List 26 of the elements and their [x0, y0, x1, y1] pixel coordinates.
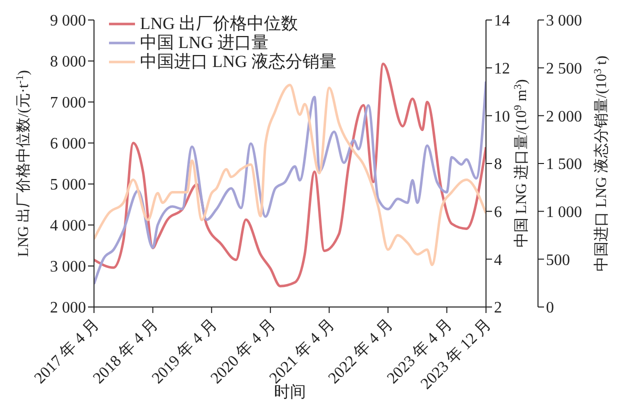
y2-tick-label: 8 [494, 156, 502, 174]
y2-tick-label: 14 [494, 12, 510, 30]
y-tick-label: 8 000 [50, 54, 86, 71]
y3-tick-label: 1 000 [546, 204, 582, 222]
y-tick-label: 7 000 [50, 94, 86, 112]
y3-tick-label: 1 500 [546, 156, 582, 174]
y-tick-label: 3 000 [50, 258, 86, 276]
y-tick-label: 5 000 [50, 176, 86, 194]
y-tick-label: 6 000 [50, 136, 86, 153]
y3-tick-label: 0 [546, 300, 554, 317]
y2-tick-label: 6 [494, 204, 502, 222]
y-tick-label: 9 000 [50, 12, 86, 30]
y2-tick-label: 12 [494, 60, 510, 78]
y-tick-label: 4 000 [50, 218, 86, 235]
y2-tick-label: 2 [494, 300, 502, 317]
y2-tick-label: 10 [494, 108, 510, 126]
legend-label: LNG 出厂价格中位数 [140, 14, 298, 33]
y-tick-label: 2 000 [50, 300, 86, 317]
y3-tick-label: 500 [546, 252, 570, 269]
y2-tick-label: 4 [494, 252, 502, 269]
y3-tick-label: 3 000 [546, 12, 582, 30]
y3-tick-label: 2 000 [546, 108, 582, 126]
y3-tick-label: 2 500 [546, 60, 582, 78]
x-axis-title: 时间 [274, 383, 306, 401]
legend-label: 中国 LNG 进口量 [140, 33, 268, 52]
legend-label: 中国进口 LNG 液态分销量 [140, 52, 336, 71]
